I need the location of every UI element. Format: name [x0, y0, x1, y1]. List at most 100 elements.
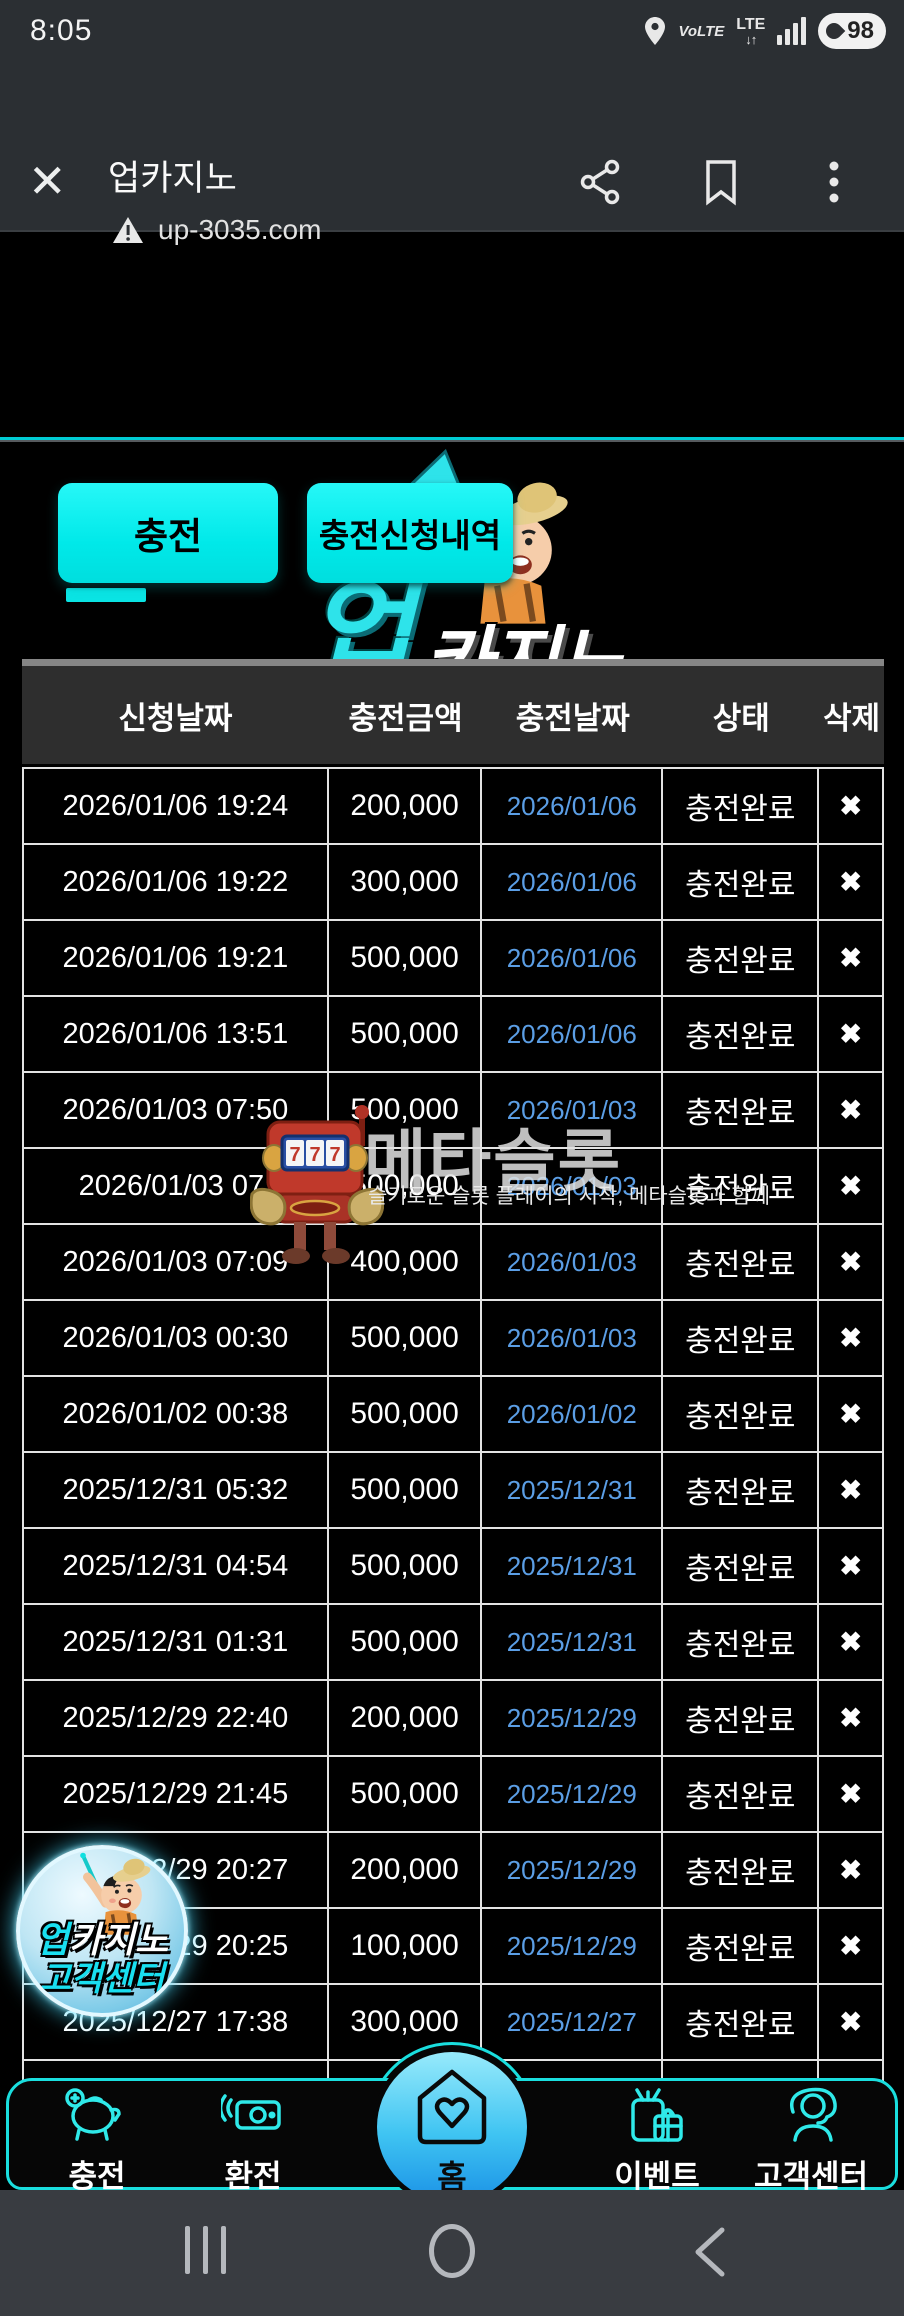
- status-cell: 충전완료: [663, 1985, 820, 2059]
- amount-cell: 500,000: [329, 1757, 483, 1831]
- request-date-cell: 2026/01/03 07:09: [22, 1225, 329, 1299]
- charge-date-link[interactable]: 2026/01/03: [482, 1149, 664, 1223]
- status-cell: 충전완료: [663, 997, 820, 1071]
- request-date-cell: 2026/01/02 00:38: [22, 1377, 329, 1451]
- charge-date-link[interactable]: 2026/01/03: [482, 1073, 664, 1147]
- delete-button[interactable]: ✖: [819, 1377, 884, 1451]
- charge-date-link[interactable]: 2025/12/29: [482, 1681, 664, 1755]
- status-cell: 충전완료: [663, 1453, 820, 1527]
- exchange-icon: [218, 2094, 281, 2130]
- browser-toolbar: ✕ 업카지노 up-3035.com: [0, 62, 904, 245]
- status-cell: 충전완료: [663, 1605, 820, 1679]
- status-bar: 8:05 VoLTE LTE ↓↑ 98: [0, 0, 904, 62]
- menu-kebab-icon[interactable]: [828, 158, 840, 206]
- amount-cell: 500,000: [329, 1301, 483, 1375]
- col-amount: 충전금액: [348, 700, 463, 736]
- table-row: 2025/12/31 05:32 500,000 2025/12/31 충전완료 ✖: [22, 1453, 884, 1529]
- table-row: 2026/01/06 13:51 500,000 2026/01/06 충전완료 ✖: [22, 997, 884, 1073]
- table-row: 2025/12/29 21:45 500,000 2025/12/29 충전완료 ✖: [22, 1757, 884, 1833]
- customer-center-badge[interactable]: 업카지노 고객센터: [16, 1845, 188, 2017]
- clock: 8:05: [30, 14, 93, 47]
- amount-cell: 500,000: [329, 1453, 483, 1527]
- charge-date-link[interactable]: 2025/12/29: [482, 1909, 664, 1983]
- amount-cell: 500,000: [329, 997, 483, 1071]
- delete-button[interactable]: ✖: [819, 1225, 884, 1299]
- status-cell: 충전완료: [663, 1301, 820, 1375]
- android-back-button[interactable]: [692, 2226, 728, 2278]
- nav-label: 이벤트: [614, 2159, 700, 2194]
- charge-date-link[interactable]: 2026/01/06: [482, 769, 664, 843]
- bookmark-icon[interactable]: [700, 158, 742, 206]
- amount-cell: 200,000: [329, 1833, 483, 1907]
- nav-item-withdraw[interactable]: 환전: [178, 2086, 328, 2196]
- charge-date-link[interactable]: 2025/12/31: [482, 1605, 664, 1679]
- status-cell: 충전완료: [663, 1833, 820, 1907]
- page-title: 업카지노: [108, 159, 237, 198]
- status-icons: VoLTE LTE ↓↑ 98: [644, 0, 886, 62]
- request-date-cell: 2025/12/31 01:31: [22, 1605, 329, 1679]
- charge-date-link[interactable]: 2026/01/06: [482, 921, 664, 995]
- delete-button[interactable]: ✖: [819, 1985, 884, 2059]
- charge-date-link[interactable]: 2025/12/31: [482, 1529, 664, 1603]
- charge-date-link[interactable]: 2025/12/31: [482, 1453, 664, 1527]
- table-row: 2025/12/31 04:54 500,000 2025/12/31 충전완료 ✖: [22, 1529, 884, 1605]
- not-secure-warning-icon: [113, 217, 143, 243]
- amount-cell: 300,000: [329, 845, 483, 919]
- delete-button[interactable]: ✖: [819, 997, 884, 1071]
- charge-date-link[interactable]: 2025/12/29: [482, 1757, 664, 1831]
- close-tab-button[interactable]: ✕: [28, 155, 67, 207]
- share-icon[interactable]: [576, 158, 624, 206]
- request-date-cell: 2025/12/29 21:45: [22, 1757, 329, 1831]
- delete-button[interactable]: ✖: [819, 1833, 884, 1907]
- table-row: 2026/01/03 07:50 500,000 2026/01/03 충전완료 ✖: [22, 1073, 884, 1149]
- android-recents-button[interactable]: [185, 2226, 226, 2274]
- status-cell: 충전완료: [663, 1225, 820, 1299]
- charge-date-link[interactable]: 2026/01/06: [482, 997, 664, 1071]
- android-home-button[interactable]: [429, 2224, 475, 2278]
- nav-item-home[interactable]: 홈: [377, 2052, 527, 2202]
- support-headset-icon: [790, 2087, 837, 2142]
- charge-date-link[interactable]: 2026/01/02: [482, 1377, 664, 1451]
- nav-item-support[interactable]: 고객센터: [736, 2086, 886, 2196]
- delete-button[interactable]: ✖: [819, 1909, 884, 1983]
- delete-button[interactable]: ✖: [819, 1453, 884, 1527]
- charge-date-link[interactable]: 2026/01/06: [482, 845, 664, 919]
- nav-item-event[interactable]: 이벤트: [582, 2086, 732, 2196]
- delete-button[interactable]: ✖: [819, 1149, 884, 1223]
- request-date-cell: 2026/01/03 07:: [22, 1149, 329, 1223]
- charge-history-button[interactable]: 충전신청내역: [307, 483, 513, 583]
- delete-button[interactable]: ✖: [819, 921, 884, 995]
- amount-cell: 200,000: [329, 1681, 483, 1755]
- delete-button[interactable]: ✖: [819, 845, 884, 919]
- delete-button[interactable]: ✖: [819, 1681, 884, 1755]
- url-bar[interactable]: up-3035.com: [112, 214, 321, 246]
- battery-saver-icon: [822, 19, 846, 43]
- amount-cell: 500,000: [329, 921, 483, 995]
- table-row: 2026/01/06 19:21 500,000 2026/01/06 충전완료 ✖: [22, 921, 884, 997]
- delete-button[interactable]: ✖: [819, 1073, 884, 1147]
- delete-button[interactable]: ✖: [819, 1301, 884, 1375]
- status-cell: 충전완료: [663, 1377, 820, 1451]
- badge-subtitle: 고객센터: [39, 1960, 165, 1998]
- col-delete: 삭제: [823, 700, 881, 736]
- nav-item-deposit[interactable]: 충전: [22, 2086, 172, 2196]
- charge-date-link[interactable]: 2026/01/03: [482, 1225, 664, 1299]
- delete-button[interactable]: ✖: [819, 769, 884, 843]
- volte-indicator: VoLTE: [678, 22, 725, 40]
- amount-cell: 500,000: [329, 1073, 483, 1147]
- table-row: 2026/01/06 19:24 200,000 2026/01/06 충전완료 ✖: [22, 769, 884, 845]
- status-cell: 충전완료: [663, 769, 820, 843]
- charge-date-link[interactable]: 2025/12/27: [482, 1985, 664, 2059]
- request-date-cell: 2026/01/03 00:30: [22, 1301, 329, 1375]
- delete-button[interactable]: ✖: [819, 1605, 884, 1679]
- request-date-cell: 2025/12/31 05:32: [22, 1453, 329, 1527]
- request-date-cell: 2026/01/06 19:22: [22, 845, 329, 919]
- charge-date-link[interactable]: 2025/12/29: [482, 1833, 664, 1907]
- delete-button[interactable]: ✖: [819, 1757, 884, 1831]
- delete-button[interactable]: ✖: [819, 1529, 884, 1603]
- request-date-cell: 2026/01/06 19:24: [22, 769, 329, 843]
- status-cell: 충전완료: [663, 1681, 820, 1755]
- table-row: 2026/01/03 07:09 400,000 2026/01/03 충전완료 ✖: [22, 1225, 884, 1301]
- charge-button[interactable]: 충전: [58, 483, 278, 583]
- charge-date-link[interactable]: 2026/01/03: [482, 1301, 664, 1375]
